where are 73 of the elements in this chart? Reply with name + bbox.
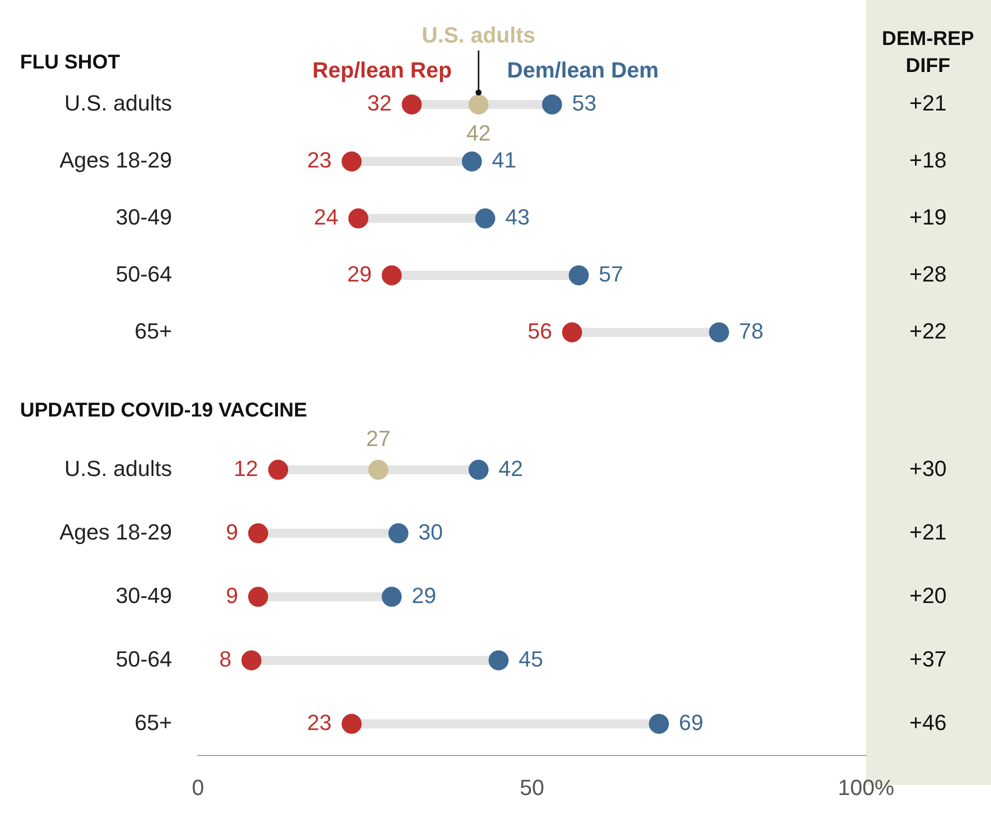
y-tick-label: 30-49 [116,204,172,230]
data-label: 57 [598,261,624,286]
chart-title: FLU SHOT [20,52,120,74]
data-label: 32 [367,90,392,116]
y-tick-label: 65+ [134,710,172,735]
point [462,151,482,172]
text: +37 [909,646,947,672]
text: U.S. adults [422,22,536,48]
x-tick-label: 100% [838,774,894,800]
data-label: 56 [528,318,552,344]
text: +21 [909,519,947,544]
point [488,650,509,670]
point [342,714,362,734]
data-label: 8 [219,646,232,672]
point [348,208,368,228]
data-label: 45 [518,646,544,672]
point [248,586,268,607]
data-label: 42 [466,120,491,146]
data-label: 30 [418,519,443,544]
data-label: 12 [234,456,258,481]
data-label: 42 [498,456,524,481]
series-label: Dem/lean Dem [507,58,659,83]
point [268,460,288,480]
y-tick-label: 30-49 [116,582,172,608]
chart-title: UPDATED COVID-19 VACCINE [20,400,308,422]
text: +18 [909,148,947,173]
text: +46 [909,710,947,735]
text: +19 [909,204,947,230]
y-tick-label: Ages 18-29 [59,519,172,544]
point [568,265,589,286]
text: +30 [909,456,947,481]
point [402,94,422,114]
x-tick-label: 0 [192,774,204,800]
data-label: 41 [492,148,516,173]
point [648,714,669,734]
point [241,650,262,670]
text: +21 [909,90,947,116]
point [382,265,402,286]
data-label: 43 [505,204,530,230]
series-label: Rep/lean Rep [312,58,452,83]
data-label: 78 [739,318,764,344]
text: +22 [909,318,947,344]
data-label: 29 [412,582,436,608]
data-label: 23 [307,710,332,735]
data-label: 9 [226,582,238,608]
point [382,586,402,607]
text: +20 [909,582,947,608]
y2-axis-title: DEM-REP DIFF [882,28,974,77]
y-tick-label: U.S. adults [64,90,172,116]
point [542,94,562,114]
data-label: 69 [678,710,704,735]
point [468,94,489,114]
y-tick-label: 50-64 [116,646,172,672]
text: +28 [909,261,947,286]
point [562,322,582,342]
y-tick-label: 50-64 [116,261,172,286]
point [468,460,489,480]
data-label: 27 [366,426,391,451]
x-tick-label: 50 [520,774,544,800]
y-tick-label: Ages 18-29 [59,148,172,173]
point [709,322,730,342]
point [368,460,388,480]
data-label: 23 [307,148,332,173]
data-label: 9 [226,519,238,544]
point [342,151,362,172]
point [388,523,408,544]
y-tick-label: U.S. adults [64,456,172,481]
data-label: 24 [314,204,338,230]
point [475,208,496,228]
data-label: 53 [572,90,597,116]
point [248,523,268,544]
y-tick-label: 65+ [134,318,172,344]
data-label: 29 [347,261,372,286]
